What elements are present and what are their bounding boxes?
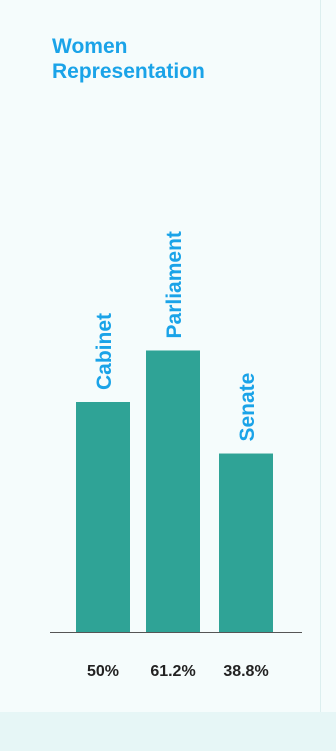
bar-senate bbox=[219, 453, 273, 632]
bar-cabinet bbox=[76, 402, 130, 632]
category-label-cabinet: Cabinet bbox=[93, 313, 116, 390]
category-label-parliament: Parliament bbox=[163, 231, 186, 338]
category-label-senate: Senate bbox=[236, 373, 259, 442]
bar-parliament bbox=[146, 350, 200, 632]
value-label-cabinet: 50% bbox=[87, 663, 119, 680]
footer-strip bbox=[0, 712, 336, 751]
chart-title: Women Representation bbox=[52, 35, 205, 83]
card-divider bbox=[320, 0, 321, 712]
value-label-parliament: 61.2% bbox=[150, 663, 195, 680]
value-label-senate: 38.8% bbox=[223, 663, 268, 680]
